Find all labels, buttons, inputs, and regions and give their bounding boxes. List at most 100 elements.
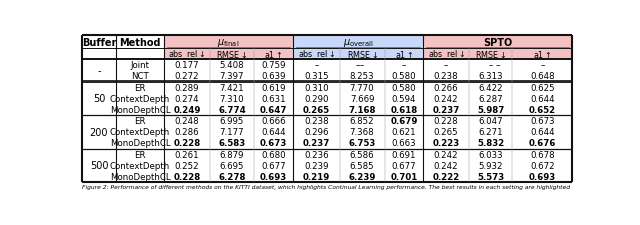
- Text: -: -: [97, 66, 100, 76]
- Text: 0.580: 0.580: [392, 83, 416, 92]
- Text: 7.397: 7.397: [220, 72, 244, 81]
- Text: 0.759: 0.759: [261, 61, 285, 70]
- Text: 0.266: 0.266: [434, 83, 458, 92]
- Text: Joint: Joint: [131, 61, 150, 70]
- Text: ContextDepth: ContextDepth: [110, 94, 170, 103]
- Text: –: –: [356, 61, 360, 70]
- Text: 0.239: 0.239: [304, 161, 328, 170]
- Bar: [164, 36, 293, 48]
- Bar: [81, 60, 572, 182]
- Text: 0.252: 0.252: [175, 161, 199, 170]
- Text: 0.680: 0.680: [261, 150, 285, 159]
- Text: 6.033: 6.033: [479, 150, 503, 159]
- Text: abs_rel$\downarrow$: abs_rel$\downarrow$: [298, 48, 335, 61]
- Text: 6.239: 6.239: [348, 172, 376, 181]
- Text: 0.580: 0.580: [392, 72, 416, 81]
- Text: –: –: [488, 61, 493, 70]
- Text: –: –: [540, 61, 545, 70]
- Text: 6.852: 6.852: [350, 117, 374, 126]
- Text: $\mu_\mathrm{final}$: $\mu_\mathrm{final}$: [217, 36, 239, 48]
- Text: 5.987: 5.987: [477, 106, 504, 115]
- Text: 0.677: 0.677: [261, 161, 285, 170]
- Text: abs_rel$\downarrow$: abs_rel$\downarrow$: [168, 48, 205, 61]
- Text: 5.832: 5.832: [477, 139, 504, 148]
- Text: 0.644: 0.644: [530, 128, 555, 137]
- Text: 0.631: 0.631: [261, 94, 285, 103]
- Text: 0.676: 0.676: [529, 139, 556, 148]
- Text: 0.644: 0.644: [261, 128, 285, 137]
- Text: 0.594: 0.594: [392, 94, 416, 103]
- Text: 0.265: 0.265: [434, 128, 458, 137]
- Text: 6.313: 6.313: [479, 72, 503, 81]
- Text: MonoDepthCL: MonoDepthCL: [109, 139, 170, 148]
- Text: 50: 50: [93, 94, 105, 104]
- Text: 0.223: 0.223: [433, 139, 460, 148]
- Text: 6.879: 6.879: [220, 150, 244, 159]
- Text: 6.695: 6.695: [220, 161, 244, 170]
- Bar: [423, 36, 572, 48]
- Text: Method: Method: [119, 37, 161, 47]
- Text: 0.644: 0.644: [530, 94, 555, 103]
- Text: 6.774: 6.774: [218, 106, 246, 115]
- Text: ER: ER: [134, 117, 146, 126]
- Text: ER: ER: [134, 150, 146, 159]
- Text: 0.677: 0.677: [392, 161, 416, 170]
- Text: 7.177: 7.177: [220, 128, 244, 137]
- Text: 0.237: 0.237: [433, 106, 460, 115]
- Text: 0.272: 0.272: [175, 72, 199, 81]
- Text: 0.265: 0.265: [303, 106, 330, 115]
- Text: MonoDepthCL: MonoDepthCL: [109, 172, 170, 181]
- Text: –: –: [444, 61, 449, 70]
- Text: a1$\uparrow$: a1$\uparrow$: [395, 49, 413, 60]
- Text: 7.770: 7.770: [350, 83, 374, 92]
- Text: 500: 500: [90, 161, 108, 171]
- Text: 0.625: 0.625: [530, 83, 555, 92]
- Text: Figure 2: Performance of different methods on the KITTI dataset, which highlight: Figure 2: Performance of different metho…: [81, 184, 570, 189]
- Text: 6.287: 6.287: [479, 94, 503, 103]
- Text: 5.408: 5.408: [220, 61, 244, 70]
- Text: 0.238: 0.238: [304, 117, 329, 126]
- Text: 0.228: 0.228: [173, 172, 200, 181]
- Text: 0.618: 0.618: [390, 106, 417, 115]
- Text: 200: 200: [90, 127, 108, 137]
- Text: 0.619: 0.619: [261, 83, 285, 92]
- Text: 0.249: 0.249: [173, 106, 200, 115]
- Text: 7.168: 7.168: [348, 106, 376, 115]
- Text: 5.932: 5.932: [479, 161, 503, 170]
- Text: 0.673: 0.673: [530, 117, 555, 126]
- Text: Buffer: Buffer: [82, 37, 116, 47]
- Text: NCT: NCT: [131, 72, 149, 81]
- Text: 0.261: 0.261: [175, 150, 199, 159]
- Bar: [423, 48, 572, 60]
- Text: 0.691: 0.691: [392, 150, 416, 159]
- Text: ER: ER: [134, 83, 146, 92]
- Text: 0.639: 0.639: [261, 72, 285, 81]
- Text: 7.368: 7.368: [350, 128, 374, 137]
- Text: 0.666: 0.666: [261, 117, 285, 126]
- Text: –: –: [360, 61, 364, 70]
- Text: 0.648: 0.648: [530, 72, 555, 81]
- Text: 0.701: 0.701: [390, 172, 417, 181]
- Text: 0.647: 0.647: [260, 106, 287, 115]
- Text: 7.669: 7.669: [350, 94, 374, 103]
- Text: 6.422: 6.422: [479, 83, 503, 92]
- Text: 0.286: 0.286: [175, 128, 199, 137]
- Text: 0.242: 0.242: [434, 150, 458, 159]
- Text: 6.995: 6.995: [220, 117, 244, 126]
- Bar: [293, 36, 423, 48]
- Text: ContextDepth: ContextDepth: [110, 161, 170, 170]
- Text: –: –: [402, 61, 406, 70]
- Bar: [293, 48, 423, 60]
- Text: 8.253: 8.253: [350, 72, 374, 81]
- Text: a1$\uparrow$: a1$\uparrow$: [264, 49, 283, 60]
- Text: RMSE$\downarrow$: RMSE$\downarrow$: [346, 49, 378, 60]
- Text: abs_rel$\downarrow$: abs_rel$\downarrow$: [428, 48, 465, 61]
- Text: 0.652: 0.652: [529, 106, 556, 115]
- Text: MonoDepthCL: MonoDepthCL: [109, 106, 170, 115]
- Text: 0.236: 0.236: [304, 150, 329, 159]
- Text: 0.219: 0.219: [303, 172, 330, 181]
- Text: 0.222: 0.222: [433, 172, 460, 181]
- Text: 0.242: 0.242: [434, 94, 458, 103]
- Text: 6.586: 6.586: [350, 150, 374, 159]
- Text: 0.242: 0.242: [434, 161, 458, 170]
